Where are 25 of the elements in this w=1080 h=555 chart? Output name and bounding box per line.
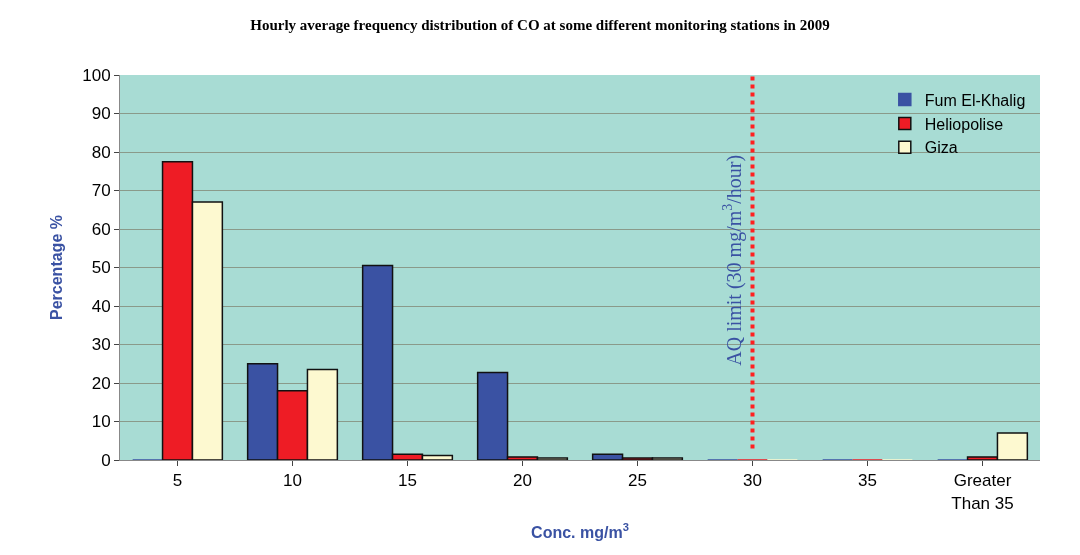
x-tick-label: 30: [743, 471, 762, 491]
x-tick-label: 35: [858, 471, 877, 491]
y-tick-label: 0: [101, 450, 111, 470]
legend-label: Fum El-Khalig: [924, 91, 1026, 109]
y-tick-label: 10: [91, 412, 111, 432]
y-tick-label: 80: [91, 142, 111, 162]
y-tick-label: 30: [91, 335, 111, 355]
y-tick-label: 40: [91, 296, 111, 316]
y-tick-label: 20: [91, 373, 111, 393]
legend-label: Heliopolise: [924, 115, 1004, 133]
y-tick-label: 100: [82, 65, 111, 85]
x-tick-label: Greater Than 35: [951, 471, 1014, 513]
x-tick-label: 5: [172, 471, 183, 491]
x-tick-label: 15: [398, 471, 417, 491]
x-tick-label: 20: [513, 471, 532, 491]
legend-label: Giza: [924, 139, 958, 157]
y-tick-label: 90: [91, 104, 111, 124]
y-tick-label: 70: [91, 181, 111, 201]
chart-title: Hourly average frequency distribution of CO at some different monitoring stations in 2009: [250, 16, 830, 33]
x-tick-label: 10: [283, 471, 302, 491]
y-tick-label: 50: [91, 258, 111, 278]
y-axis-title: Percentage %: [48, 215, 66, 320]
x-tick-label: 25: [628, 471, 647, 491]
y-tick-label: 60: [91, 219, 111, 239]
x-axis-title: Conc. mg/m$^{3}$: [531, 521, 629, 542]
